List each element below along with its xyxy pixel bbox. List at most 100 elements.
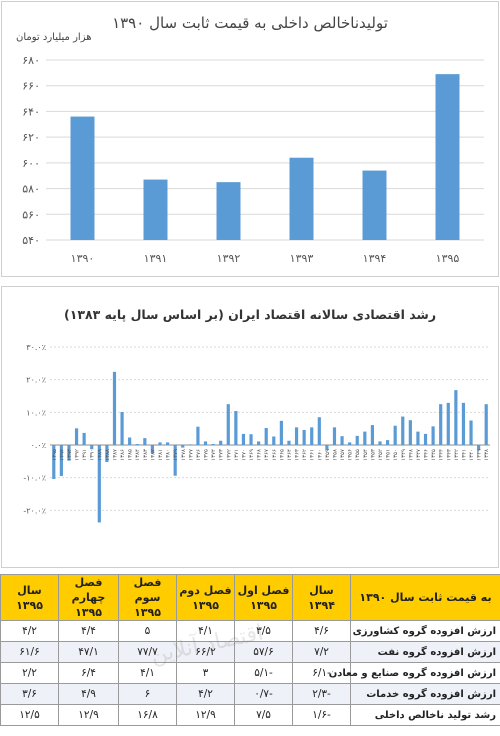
bar bbox=[120, 412, 124, 445]
x-tick-label: ۱۳۸۷ bbox=[112, 449, 118, 461]
x-tick-label: ۱۳۹۳ bbox=[67, 449, 73, 461]
table-header-col: فصل چهارم ۱۳۹۵ bbox=[58, 574, 119, 621]
table-header-col: فصل سوم ۱۳۹۵ bbox=[118, 574, 177, 621]
table-cell: ۳ bbox=[176, 662, 235, 684]
x-tick-label: ۱۳۵۴ bbox=[363, 449, 369, 461]
bar bbox=[264, 428, 268, 445]
bar bbox=[401, 416, 405, 445]
table-header-row: به قیمت ثابت سال ۱۳۹۰ سال ۱۳۹۴ فصل اول ۱۳۹… bbox=[0, 574, 500, 621]
growth-chart-title: رشد اقتصادی سالانه اقتصاد ایران (بر اساس… bbox=[63, 307, 437, 322]
bar bbox=[332, 427, 337, 445]
bar bbox=[241, 433, 246, 445]
table-cell: ۷/۲ bbox=[292, 641, 351, 663]
x-tick-label: ۱۳۸۰ bbox=[166, 449, 172, 461]
bar bbox=[431, 426, 435, 445]
x-tick-label: ۱۳۵۲ bbox=[378, 449, 384, 461]
x-tick-label: ۱۳۴۰ bbox=[469, 449, 475, 461]
bar bbox=[181, 445, 185, 448]
table-cell: ۴۷/۱ bbox=[58, 641, 119, 663]
x-tick-label: ۱۳۹۱ bbox=[82, 449, 88, 461]
bar bbox=[393, 425, 397, 445]
table-cell: ۲/۲ bbox=[0, 662, 59, 684]
x-tick-label: ۱۳۴۲ bbox=[454, 449, 460, 461]
bar bbox=[143, 179, 168, 240]
x-tick-label: ۱۳۵۹ bbox=[325, 449, 331, 461]
x-tick-label: ۱۳۷۷ bbox=[188, 449, 194, 461]
table-cell: ۱۲/۹ bbox=[58, 704, 119, 726]
table-header-col: سال ۱۳۹۵ bbox=[0, 574, 59, 621]
x-tick-label: ۱۳۸۱ bbox=[158, 449, 164, 461]
table-header-col: سال ۱۳۹۴ bbox=[292, 574, 351, 621]
bar bbox=[348, 442, 352, 445]
bar bbox=[165, 442, 170, 445]
bar bbox=[279, 420, 283, 445]
bar bbox=[150, 445, 155, 454]
table-cell: ۷/۵ bbox=[234, 704, 293, 726]
bar bbox=[287, 440, 291, 445]
bar bbox=[362, 170, 387, 240]
table-cell: -۱/۶ bbox=[292, 704, 351, 726]
bar bbox=[363, 431, 367, 445]
bar bbox=[234, 411, 238, 445]
x-tick-label: ۱۳۶۷ bbox=[264, 449, 270, 461]
table-header-label: به قیمت ثابت سال ۱۳۹۰ bbox=[350, 574, 500, 621]
x-tick-label: ۱۳۸۸ bbox=[105, 449, 111, 461]
y-tick-label: ۵۴۰ bbox=[22, 234, 40, 247]
x-tick-label: ۱۳۶۲ bbox=[302, 449, 308, 461]
bar bbox=[378, 441, 382, 445]
x-tick-label: ۱۳۸۴ bbox=[135, 449, 141, 461]
y-tick-label: ۶۸۰ bbox=[22, 54, 40, 67]
x-tick-label: ۱۳۷۸ bbox=[181, 449, 187, 461]
x-tick-label: ۱۳۹۴ bbox=[363, 252, 387, 265]
bar bbox=[310, 427, 314, 445]
bar bbox=[257, 441, 261, 445]
bar bbox=[439, 404, 443, 445]
row-label: ارزش افزوده گروه نفت bbox=[350, 641, 500, 663]
bar bbox=[135, 444, 139, 445]
x-tick-label: ۱۳۳۹ bbox=[477, 449, 483, 461]
bar bbox=[219, 440, 223, 445]
y-tick-label: ۰.۰٪ bbox=[31, 441, 46, 450]
table-cell: ۳/۵ bbox=[234, 620, 293, 642]
x-tick-label: ۱۳۸۲ bbox=[150, 449, 156, 461]
table-cell: ۴/۹ bbox=[58, 683, 119, 705]
bar bbox=[90, 445, 94, 450]
table-cell: ۴/۱ bbox=[118, 662, 177, 684]
growth-chart: -۲۰.۰٪-۱۰.۰٪۰.۰٪۱۰.۰٪۲۰.۰٪۳۰.۰٪۱۳۳۸۱۳۳۹۱… bbox=[23, 343, 490, 523]
bar bbox=[52, 445, 56, 479]
bar bbox=[469, 420, 473, 445]
x-tick-label: ۱۳۹۰ bbox=[71, 252, 95, 265]
x-tick-label: ۱۳۴۵ bbox=[431, 449, 437, 461]
y-tick-label: ۱۰.۰٪ bbox=[26, 408, 46, 417]
x-tick-label: ۱۳۵۳ bbox=[370, 449, 376, 461]
bar bbox=[435, 74, 460, 241]
x-tick-label: ۱۳۹۰ bbox=[90, 449, 96, 461]
bar bbox=[97, 445, 101, 523]
x-tick-label: ۱۳۹۲ bbox=[75, 449, 81, 461]
table-cell: ۴/۱ bbox=[176, 620, 235, 642]
y-tick-label: -۲۰.۰٪ bbox=[23, 506, 46, 515]
bar bbox=[446, 402, 450, 445]
bar bbox=[325, 445, 329, 450]
bar bbox=[112, 371, 117, 445]
row-label: ارزش افزوده گروه صنایع و معادن bbox=[329, 662, 500, 684]
x-tick-label: ۱۳۷۴ bbox=[211, 449, 217, 461]
x-tick-label: ۱۳۹۵ bbox=[436, 252, 460, 265]
y-tick-label: ۳۰.۰٪ bbox=[26, 343, 46, 352]
bar bbox=[74, 428, 79, 445]
x-tick-label: ۱۳۴۸ bbox=[408, 449, 414, 461]
y-tick-label: ۵۶۰ bbox=[22, 208, 40, 221]
table-cell: ۶۱/۶ bbox=[0, 641, 59, 663]
y-tick-label: ۶۲۰ bbox=[22, 131, 40, 144]
x-tick-label: ۱۳۷۱ bbox=[234, 449, 240, 461]
bar bbox=[143, 438, 147, 445]
x-tick-label: ۱۳۴۶ bbox=[424, 449, 430, 461]
table-row: ارزش افزوده گروه نفت ۷/۲ ۵۷/۶ ۶۶/۲ ۷۷/۷ … bbox=[0, 641, 500, 663]
x-tick-label: ۱۳۳۸ bbox=[484, 449, 490, 461]
table-cell: ۱۶/۸ bbox=[118, 704, 177, 726]
bar bbox=[355, 435, 359, 445]
x-tick-label: ۱۳۵۱ bbox=[386, 449, 392, 461]
x-tick-label: ۱۳۶۵ bbox=[279, 449, 285, 461]
table-cell: -۲/۳ bbox=[292, 683, 351, 705]
table-cell: ۵۷/۶ bbox=[234, 641, 293, 663]
